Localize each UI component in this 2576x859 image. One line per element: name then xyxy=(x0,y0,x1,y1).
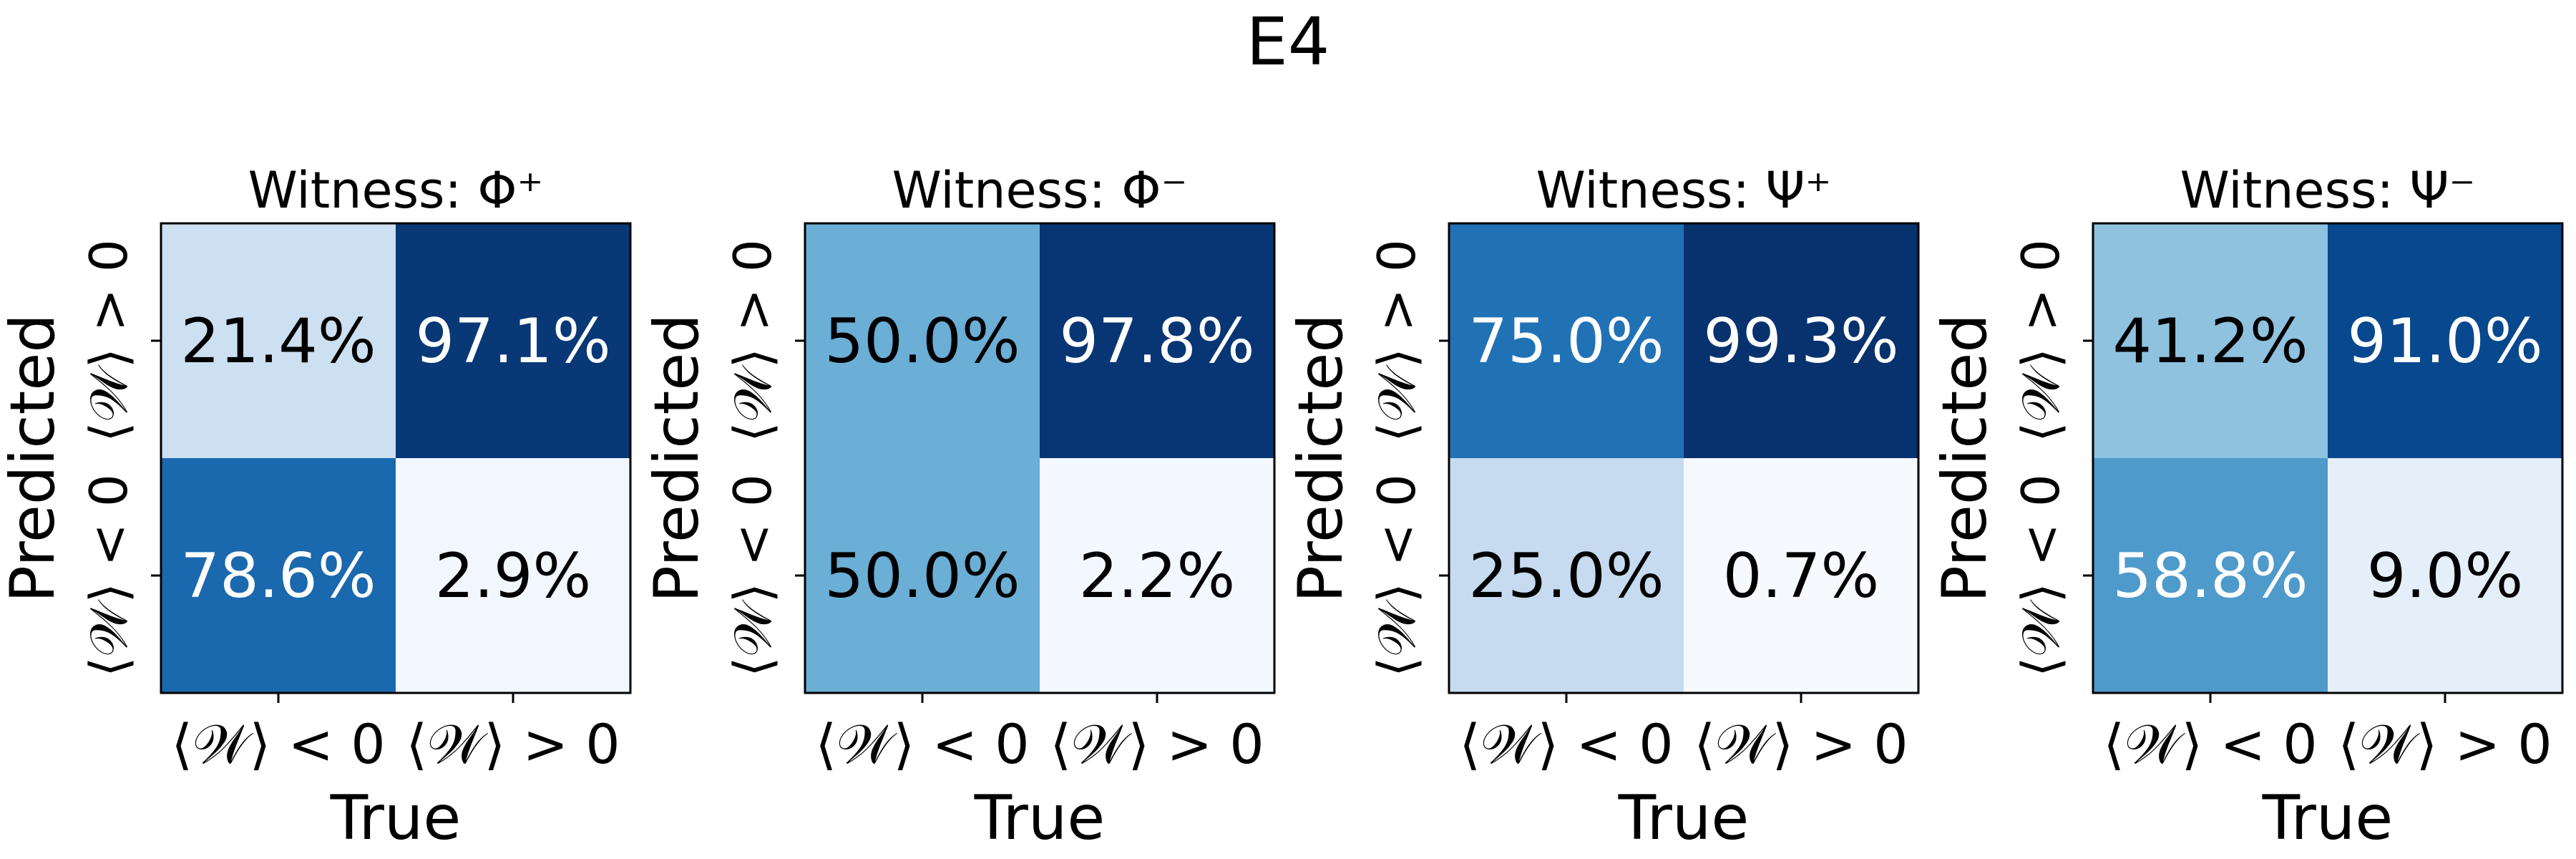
cell-value-label: 21.4% xyxy=(180,306,376,377)
figure-title: E4 xyxy=(1246,4,1330,80)
panel-title: Witness: Φ⁻ xyxy=(892,161,1188,220)
heatmap-cell xyxy=(1684,458,1918,693)
heatmap-cell xyxy=(2093,223,2328,458)
cell-value-label: 41.2% xyxy=(2112,306,2308,377)
y-axis-label: Predicted xyxy=(1285,314,1357,603)
cell-value-label: 2.9% xyxy=(435,540,592,612)
cell-value-label: 91.0% xyxy=(2347,306,2542,377)
heatmap-cell xyxy=(1449,223,1684,458)
cell-value-label: 58.8% xyxy=(2112,540,2308,612)
cell-value-label: 25.0% xyxy=(1468,540,1664,612)
plot-frame xyxy=(2092,222,2564,694)
heatmap-cell xyxy=(1684,223,1918,458)
cell-value-label: 97.8% xyxy=(1059,306,1254,377)
x-axis-label: True xyxy=(2262,782,2394,854)
x-tick-label: ⟨𝒲⟩ < 0 xyxy=(815,712,1029,776)
cell-value-label: 75.0% xyxy=(1468,306,1664,377)
heatmap-cell xyxy=(1449,458,1684,693)
x-tick-label: ⟨𝒲⟩ > 0 xyxy=(1050,712,1264,776)
y-tick-label: ⟨𝒲⟩ > 0 xyxy=(723,239,783,442)
heatmap-cell xyxy=(1040,458,1274,693)
panel-title: Witness: Φ⁺ xyxy=(248,161,544,220)
heatmap-cell xyxy=(161,458,396,693)
y-tick-label: ⟨𝒲⟩ > 0 xyxy=(2011,239,2071,442)
x-tick-label: ⟨𝒲⟩ < 0 xyxy=(171,712,385,776)
panel-title: Witness: Ψ⁺ xyxy=(1536,161,1832,220)
heatmap-cell xyxy=(2328,458,2562,693)
x-tick-label: ⟨𝒲⟩ > 0 xyxy=(2338,712,2552,776)
y-tick-label: ⟨𝒲⟩ < 0 xyxy=(79,474,139,677)
cell-value-label: 99.3% xyxy=(1703,306,1898,377)
y-axis-label: Predicted xyxy=(1929,314,2001,603)
heatmap-panel-3: 75.0% 99.3% 25.0% 0.7% Witness: Ψ⁺ ⟨𝒲⟩ < 0 ⟨𝒲⟩… xyxy=(1285,161,1920,854)
cell-value-label: 9.0% xyxy=(2367,540,2524,612)
x-tick-label: ⟨𝒲⟩ > 0 xyxy=(1694,712,1908,776)
heatmap-cell xyxy=(1040,223,1274,458)
cell-value-label: 97.1% xyxy=(415,306,610,377)
heatmap-cell xyxy=(2093,458,2328,693)
heatmap-cell xyxy=(805,458,1040,693)
panel-title: Witness: Ψ⁻ xyxy=(2180,161,2476,220)
heatmap-cell xyxy=(2328,223,2562,458)
plot-frame xyxy=(160,222,632,694)
heatmap-cell xyxy=(805,223,1040,458)
x-axis-label: True xyxy=(1618,782,1750,854)
cell-value-label: 0.7% xyxy=(1723,540,1880,612)
cell-value-label: 78.6% xyxy=(180,540,376,612)
cell-value-label: 2.2% xyxy=(1079,540,1236,612)
y-tick-label: ⟨𝒲⟩ > 0 xyxy=(79,239,139,442)
y-tick-label: ⟨𝒲⟩ < 0 xyxy=(723,474,783,677)
heatmap-cell xyxy=(161,223,396,458)
plot-frame xyxy=(1448,222,1920,694)
cell-value-label: 50.0% xyxy=(824,306,1020,377)
y-tick-label: ⟨𝒲⟩ < 0 xyxy=(2011,474,2071,677)
y-tick-label: ⟨𝒲⟩ > 0 xyxy=(1367,239,1427,442)
plot-frame xyxy=(804,222,1276,694)
x-axis-label: True xyxy=(330,782,462,854)
y-axis-label: Predicted xyxy=(641,314,713,603)
x-axis-label: True xyxy=(974,782,1106,854)
y-tick-label: ⟨𝒲⟩ < 0 xyxy=(1367,474,1427,677)
cell-value-label: 50.0% xyxy=(824,540,1020,612)
heatmap-panel-1: 21.4% 97.1% 78.6% 2.9% Witness: Φ⁺ ⟨𝒲⟩ < 0 ⟨𝒲⟩… xyxy=(0,161,632,854)
heatmap-panel-2: 50.0% 97.8% 50.0% 2.2% Witness: Φ⁻ ⟨𝒲⟩ < 0 ⟨𝒲⟩… xyxy=(641,161,1276,854)
heatmap-cell xyxy=(396,223,630,458)
x-tick-label: ⟨𝒲⟩ < 0 xyxy=(1459,712,1673,776)
x-tick-label: ⟨𝒲⟩ < 0 xyxy=(2103,712,2317,776)
heatmap-cell xyxy=(396,458,630,693)
x-tick-label: ⟨𝒲⟩ > 0 xyxy=(406,712,620,776)
heatmap-panel-4: 41.2% 91.0% 58.8% 9.0% Witness: Ψ⁻ ⟨𝒲⟩ < 0 ⟨𝒲⟩… xyxy=(1929,161,2564,854)
y-axis-label: Predicted xyxy=(0,314,69,603)
